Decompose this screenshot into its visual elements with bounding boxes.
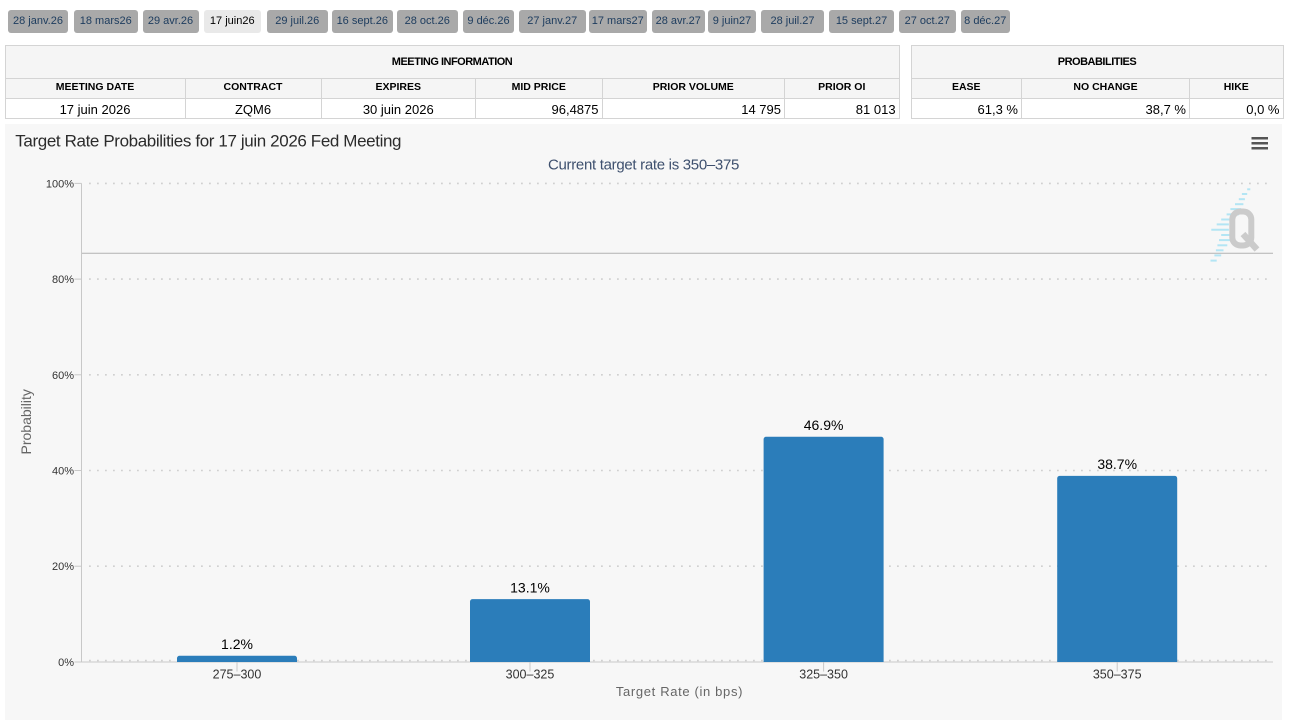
svg-text:Target Rate (in bps): Target Rate (in bps) bbox=[616, 684, 743, 699]
svg-text:38.7%: 38.7% bbox=[1097, 456, 1137, 472]
svg-text:80%: 80% bbox=[52, 274, 74, 286]
svg-text:20%: 20% bbox=[52, 561, 74, 573]
svg-text:46.9%: 46.9% bbox=[804, 417, 844, 433]
svg-text:100%: 100% bbox=[46, 178, 74, 190]
svg-text:0%: 0% bbox=[58, 657, 74, 669]
svg-text:1.2%: 1.2% bbox=[221, 636, 253, 652]
svg-text:Target Rate Probabilities for: Target Rate Probabilities for 17 juin 20… bbox=[15, 131, 401, 150]
svg-text:60%: 60% bbox=[52, 370, 74, 382]
svg-text:350–375: 350–375 bbox=[1093, 668, 1142, 682]
svg-text:13.1%: 13.1% bbox=[510, 580, 550, 596]
svg-text:40%: 40% bbox=[52, 466, 74, 478]
svg-text:Current target rate is 350–375: Current target rate is 350–375 bbox=[548, 157, 739, 174]
svg-text:300–325: 300–325 bbox=[506, 668, 555, 682]
svg-text:Probability: Probability bbox=[18, 389, 34, 454]
svg-text:275–300: 275–300 bbox=[213, 668, 262, 682]
svg-text:325–350: 325–350 bbox=[799, 668, 848, 682]
